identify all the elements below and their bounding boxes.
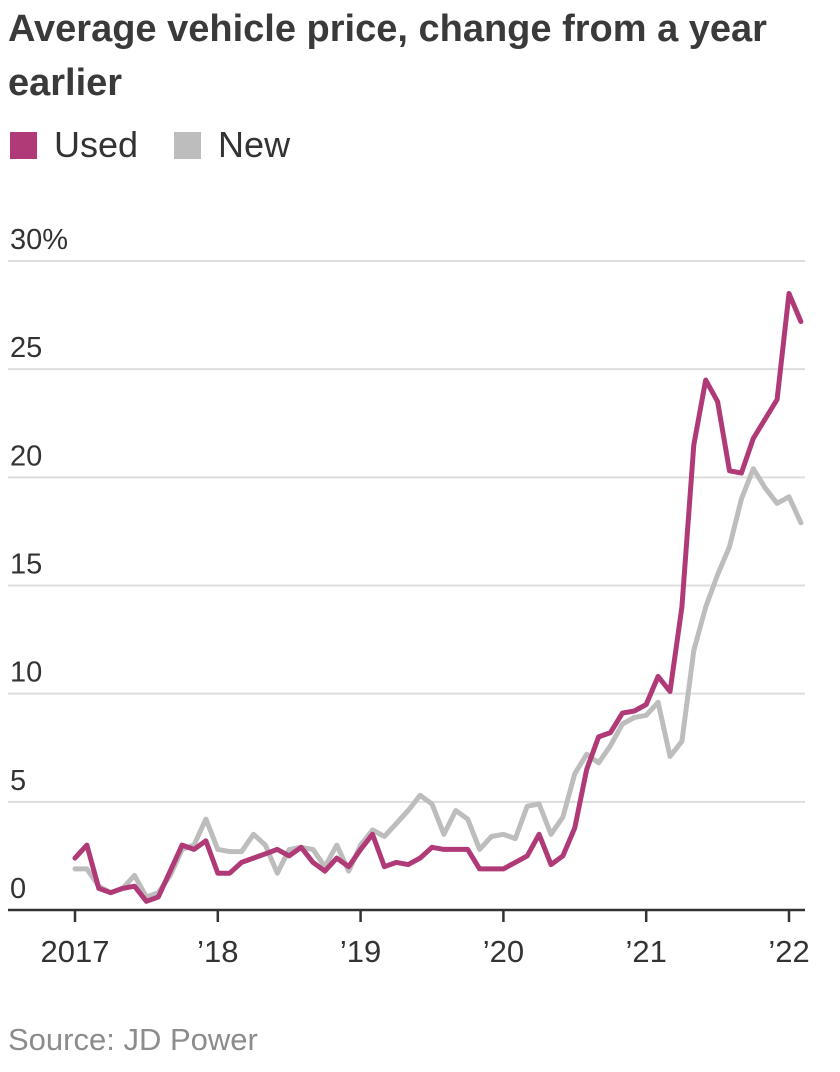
x-tick-label: ’21 [626,934,667,969]
y-tick-label: 20 [10,440,42,472]
legend-label-used: Used [54,124,139,165]
legend-label-new: New [218,124,291,165]
source-note: Source: JD Power [8,1022,258,1057]
legend-item-used: Used [10,124,138,166]
series-line-new [72,466,804,900]
legend-swatch-used [10,131,37,159]
x-tick-label: ’20 [483,934,524,969]
legend-swatch-new [174,131,202,159]
legend-item-new: New [174,124,290,166]
x-tick-label: ’19 [340,934,381,969]
y-tick-label: 15 [10,549,42,581]
y-tick-label: 10 [10,657,42,689]
chart-legend: Used New [10,124,326,166]
y-tick-label: 25 [10,332,42,364]
x-tick-label: ’22 [768,934,809,969]
chart-title: Average vehicle price, change from a yea… [8,8,767,104]
x-tick-label: 2017 [41,934,110,969]
y-tick-label: 5 [10,765,26,797]
line-chart: 0 5 10 15 20 25 30% 2017 ’18 ’19 ’20 ’21 ’22 [8,224,810,969]
series-line-used [72,291,804,904]
y-tick-label: 0 [10,873,26,905]
y-tick-label: 30% [10,224,68,256]
x-tick-label: ’18 [197,934,238,969]
